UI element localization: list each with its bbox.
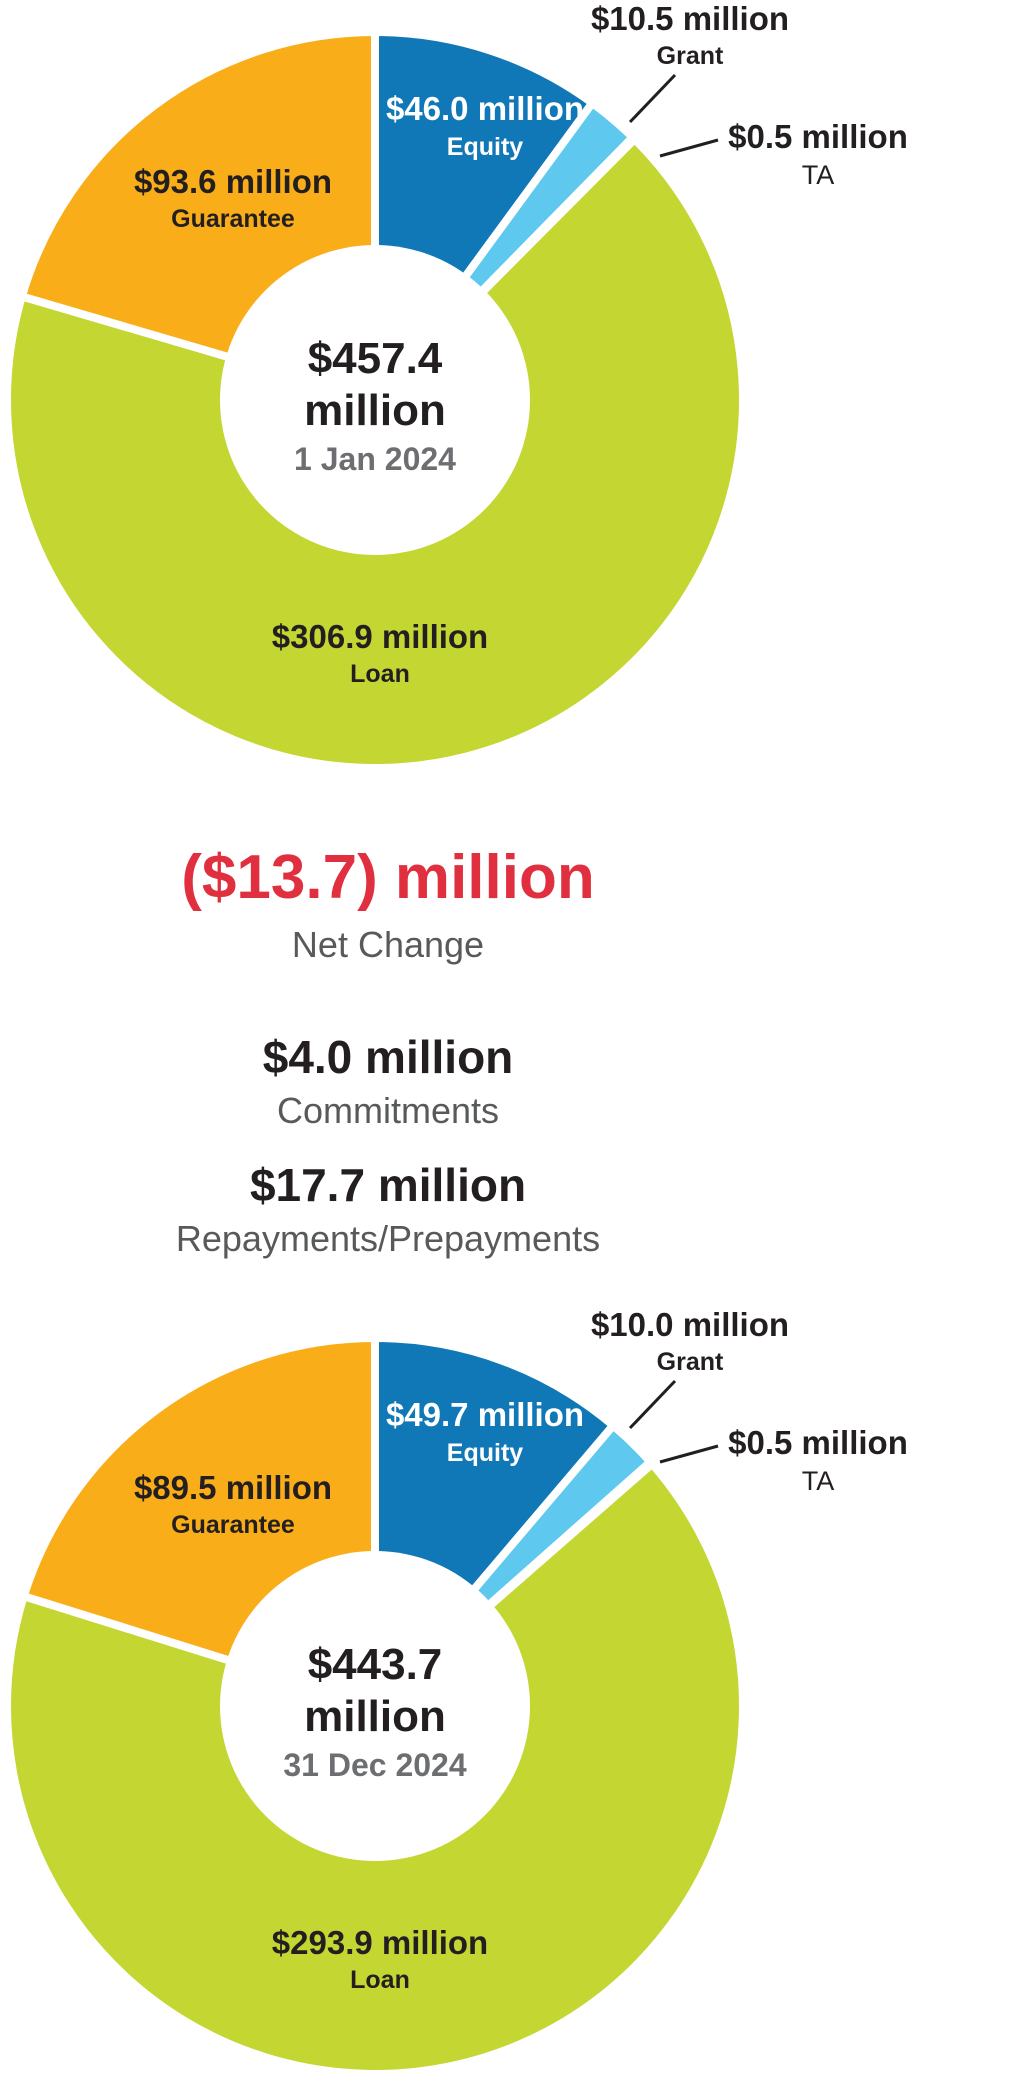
guarantee-value-label: $89.5 million <box>134 1469 332 1506</box>
equity-value-label: $46.0 million <box>386 90 584 127</box>
loan-value-label: $306.9 million <box>272 618 488 655</box>
total-value: $457.4 <box>308 334 443 383</box>
guarantee-value-label: $93.6 million <box>134 163 332 200</box>
loan-name-label: Loan <box>350 1966 410 1994</box>
donut-hole <box>220 1551 530 1861</box>
guarantee-name-label: Guarantee <box>171 1511 295 1539</box>
net-change-value: ($13.7) million <box>181 843 595 912</box>
ta-value-label: $0.5 million <box>728 1424 908 1461</box>
grant-leader-line <box>628 1379 677 1430</box>
repayments-value: $17.7 million <box>249 1159 527 1211</box>
total-value: $443.7 <box>308 1640 443 1689</box>
equity-value-label: $49.7 million <box>386 1396 584 1433</box>
grant-name-label: Grant <box>657 42 724 70</box>
grant-name-label: Grant <box>657 1348 724 1376</box>
equity-name-label: Equity <box>447 1439 523 1467</box>
ta-leader-line <box>659 138 719 158</box>
total-unit: million <box>304 1692 446 1741</box>
total-unit: million <box>304 386 446 435</box>
ta-name-label: TA <box>802 160 835 190</box>
ta-leader-line <box>659 1444 719 1464</box>
chart-date: 31 Dec 2024 <box>283 1747 466 1783</box>
donut-chart-dec-2024: $49.7 million Equity $10.0 million Grant… <box>3 1306 908 2078</box>
net-change-label: Net Change <box>291 924 485 965</box>
donut-hole <box>220 245 530 555</box>
ta-value-label: $0.5 million <box>728 118 908 155</box>
donut-chart-jan-2024: $46.0 million Equity $10.5 million Grant… <box>3 0 908 772</box>
chart-date: 1 Jan 2024 <box>294 441 456 477</box>
ta-name-label: TA <box>802 1466 835 1496</box>
commitments-label: Commitments <box>276 1090 500 1131</box>
grant-value-label: $10.0 million <box>591 1306 789 1343</box>
commitments-value: $4.0 million <box>262 1031 514 1083</box>
equity-name-label: Equity <box>447 133 523 161</box>
loan-name-label: Loan <box>350 660 410 688</box>
repayments-label: Repayments/Prepayments <box>175 1218 601 1259</box>
grant-value-label: $10.5 million <box>591 0 789 37</box>
guarantee-name-label: Guarantee <box>171 205 295 233</box>
grant-leader-line <box>628 73 677 124</box>
loan-value-label: $293.9 million <box>272 1924 488 1961</box>
